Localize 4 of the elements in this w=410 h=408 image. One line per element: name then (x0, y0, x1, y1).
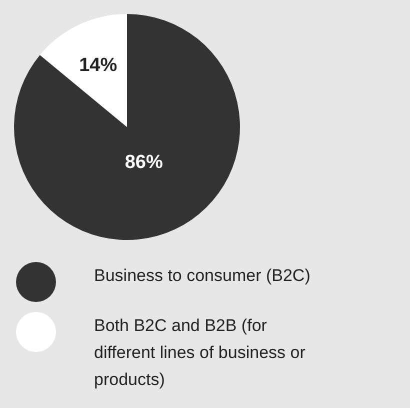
data-label: 86% (124, 152, 163, 174)
data-label: 14% (79, 54, 118, 76)
legend-label: Both B2C and B2B (for different lines of business or products) (94, 315, 306, 391)
legend-label: Business to consumer (B2C) (94, 265, 312, 287)
